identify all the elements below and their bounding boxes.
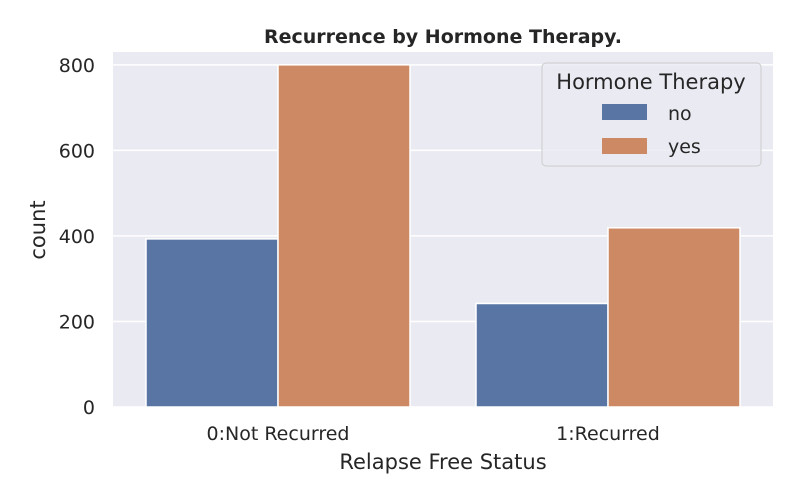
- bar-no-0: [145, 238, 279, 408]
- x-tick-label: 0:Not Recurred: [207, 423, 350, 445]
- legend-label-yes: yes: [668, 136, 701, 158]
- legend-swatch-yes: [602, 138, 647, 154]
- bar-yes-0: [277, 64, 411, 408]
- x-tick-label: 1:Recurred: [556, 423, 660, 445]
- chart-title: Recurrence by Hormone Therapy.: [264, 26, 622, 48]
- legend-title: Hormone Therapy: [556, 70, 745, 94]
- y-tick-label: 400: [59, 226, 95, 248]
- y-tick-label: 600: [59, 140, 95, 162]
- x-axis-label: Relapse Free Status: [339, 450, 546, 474]
- y-axis-label: count: [26, 200, 50, 259]
- y-tick-label: 200: [59, 311, 95, 333]
- y-tick-labels: 0 200 400 600 800: [59, 55, 95, 419]
- legend: Hormone Therapy no yes: [541, 62, 762, 167]
- legend-swatch-no: [602, 104, 647, 120]
- x-tick-labels: 0:Not Recurred 1:Recurred: [207, 423, 660, 445]
- y-tick-label: 800: [59, 55, 95, 77]
- y-tick-label: 0: [83, 397, 95, 419]
- legend-frame: [541, 62, 762, 167]
- bars: [145, 64, 741, 408]
- bar-yes-1: [607, 227, 741, 408]
- legend-label-no: no: [668, 103, 692, 125]
- bar-no-1: [475, 302, 609, 408]
